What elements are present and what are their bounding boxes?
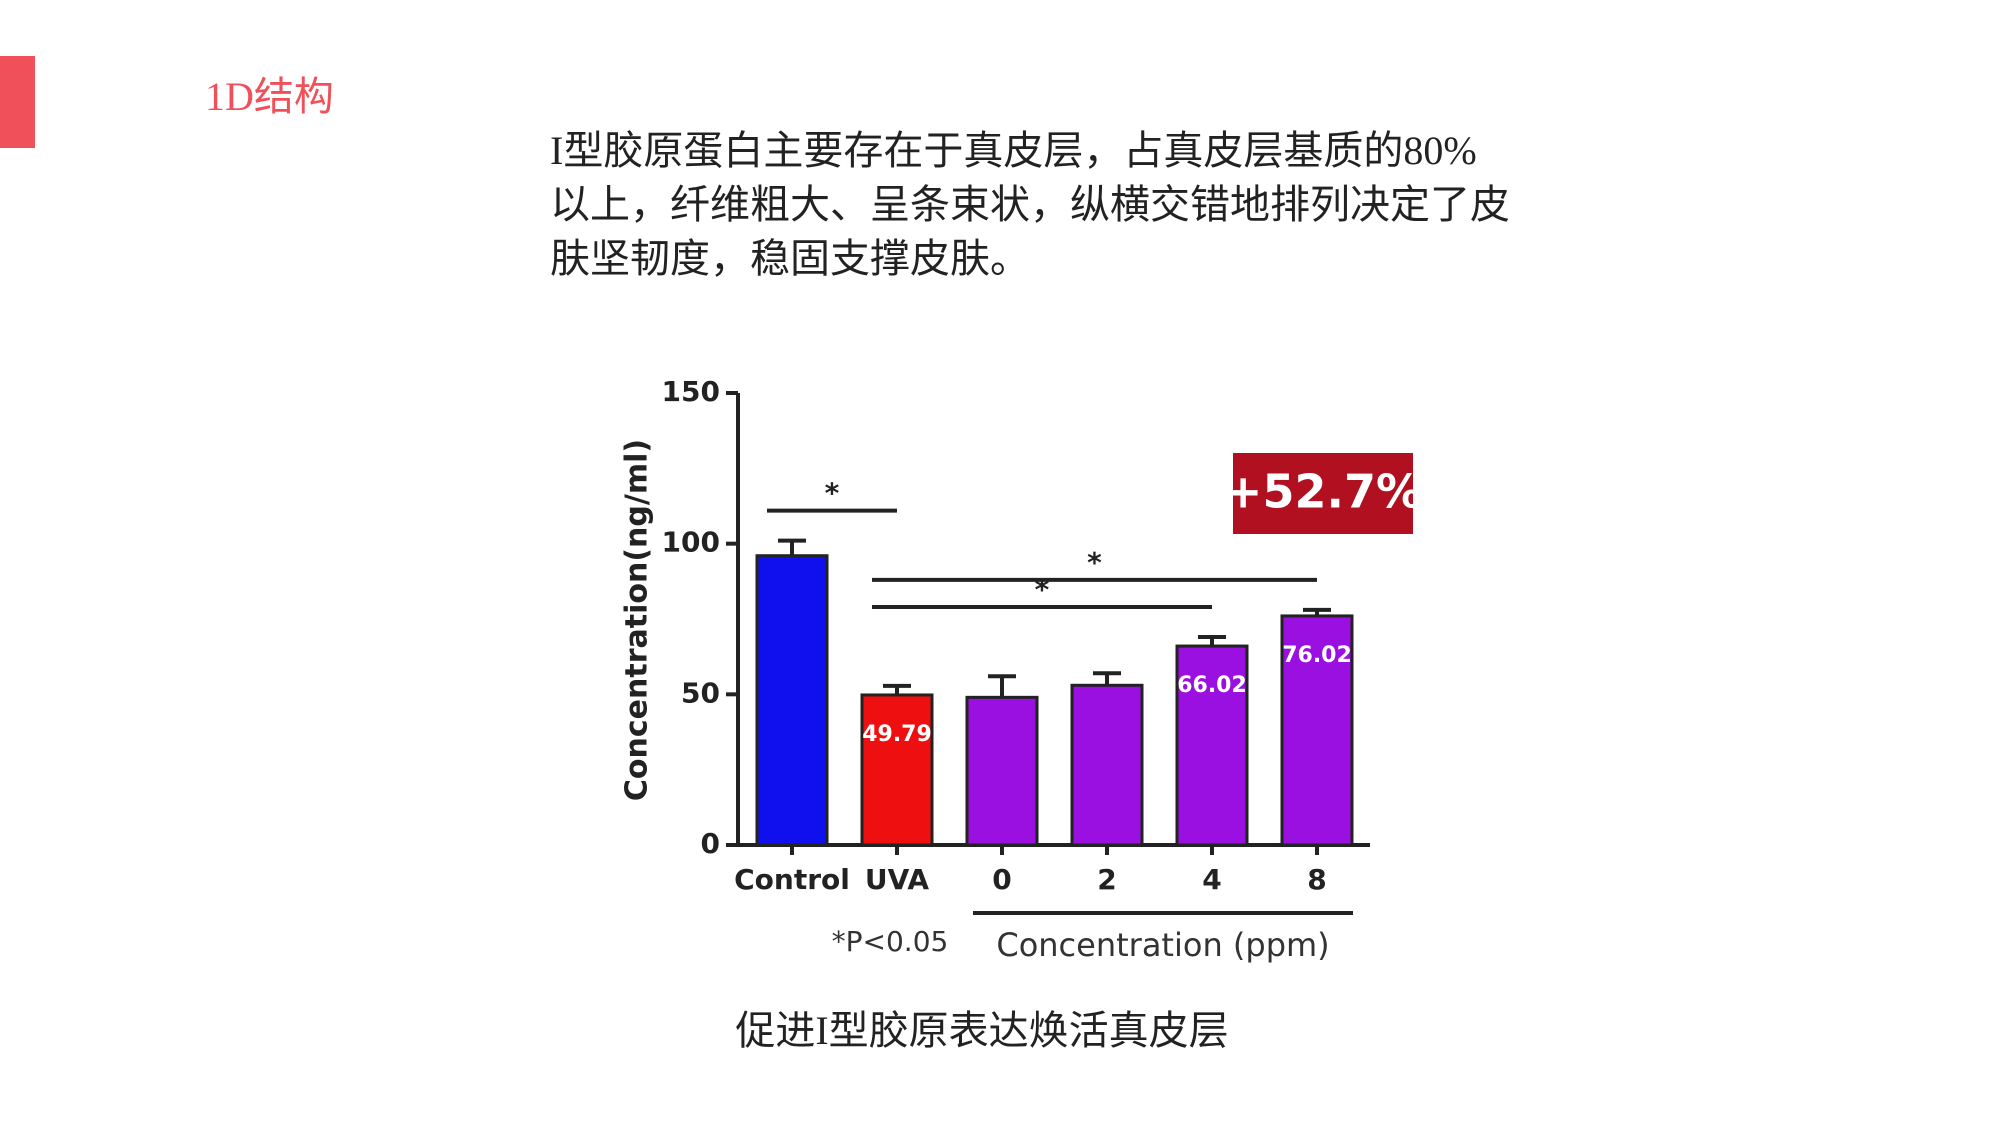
accent-bar	[0, 56, 35, 148]
significance-star: *	[825, 477, 840, 510]
x-tick-label: Control	[734, 863, 850, 896]
x-tick-label: UVA	[865, 863, 930, 896]
y-axis-label: Concentration(ng/ml)	[620, 439, 655, 801]
bar	[1070, 683, 1144, 847]
y-tick-label: 150	[662, 375, 720, 408]
caption: 促进I型胶原表达焕活真皮层	[735, 1008, 1229, 1053]
footnote: *P<0.05	[832, 925, 949, 958]
x-tick-label: 8	[1307, 863, 1326, 896]
bar	[965, 695, 1039, 847]
y-tick-label: 0	[701, 827, 720, 860]
value-label: 76.02	[1282, 643, 1352, 668]
annotation-box	[1233, 453, 1413, 534]
bar	[755, 554, 829, 847]
y-tick-label: 50	[681, 676, 720, 709]
bar	[1175, 644, 1249, 847]
x-tick-label: 4	[1202, 863, 1221, 896]
y-tick-label: 100	[662, 526, 720, 559]
significance-star: *	[1035, 573, 1050, 606]
x-tick-label: 0	[992, 863, 1011, 896]
bar	[860, 693, 934, 847]
slide-title: 1D结构	[205, 74, 334, 119]
value-label: 66.02	[1177, 673, 1247, 698]
significance-star: *	[1087, 546, 1102, 579]
value-label: 49.79	[862, 722, 932, 747]
paragraph: I型胶原蛋白主要存在于真皮层，占真皮层基质的80%以上，纤维粗大、呈条束状，纵横…	[550, 128, 1510, 281]
annotation: +52.7%	[1224, 465, 1422, 519]
x-tick-label: 2	[1097, 863, 1116, 896]
group-label: Concentration (ppm)	[996, 926, 1329, 964]
